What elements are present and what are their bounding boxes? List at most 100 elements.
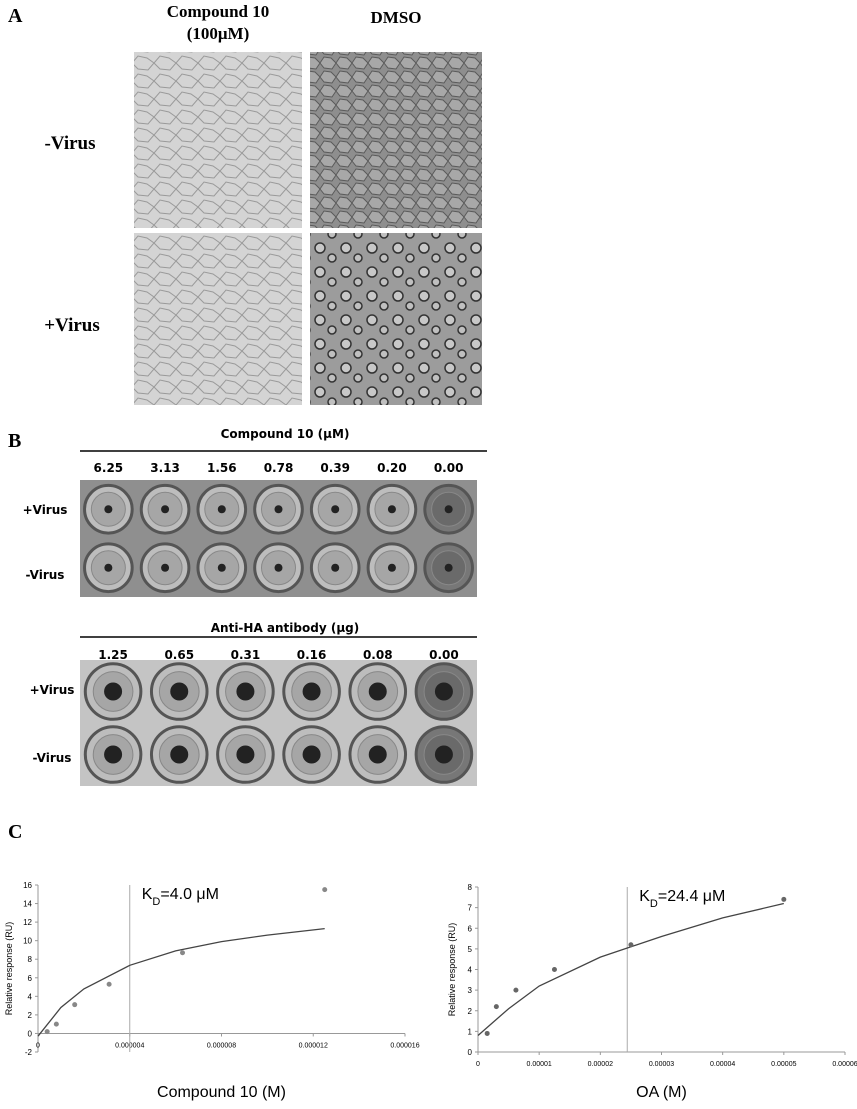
y-tick-label: 7 <box>468 904 473 913</box>
charts: -2024681012141600.0000040.0000080.000012… <box>4 881 857 1101</box>
data-point <box>106 981 112 987</box>
concentration-label: 6.25 <box>94 461 124 475</box>
well-dot <box>170 745 189 764</box>
y-axis-label: Relative response (RU) <box>4 922 14 1016</box>
concentration-label: 0.65 <box>164 648 194 662</box>
well-dot <box>161 563 170 572</box>
x-tick-label: 0.000016 <box>390 1042 419 1049</box>
y-tick-label: 4 <box>28 992 33 1001</box>
concentration-label: 0.16 <box>297 648 327 662</box>
well-dot <box>236 682 255 701</box>
annotation-part: =4.0 μM <box>160 886 219 903</box>
fit-curve <box>477 902 784 1036</box>
well-dot <box>302 682 321 701</box>
well-dot <box>217 563 226 572</box>
x-tick-label: 0 <box>476 1061 480 1068</box>
x-tick-label: 0.00003 <box>649 1061 674 1068</box>
well-dot <box>104 563 113 572</box>
concentration-label: 0.78 <box>264 461 294 475</box>
y-tick-label: 12 <box>23 918 32 927</box>
row-label: +Virus <box>23 503 68 517</box>
y-tick-label: 0 <box>468 1048 473 1057</box>
column-header: Compound 10 <box>167 2 270 21</box>
x-tick-label: 0.000012 <box>299 1042 328 1049</box>
x-tick-label: 0.000008 <box>207 1042 236 1049</box>
panel-label: B <box>8 430 21 452</box>
plate <box>80 660 477 786</box>
y-tick-label: 3 <box>468 986 473 995</box>
x-tick-label: 0.00006 <box>832 1061 857 1068</box>
y-tick-label: 8 <box>468 883 473 892</box>
x-tick-label: 0.00005 <box>771 1061 796 1068</box>
annotation-part: K <box>639 888 650 905</box>
concentration-label: 0.20 <box>377 461 407 475</box>
concentration-label: 1.25 <box>98 648 128 662</box>
x-axis-label: OA (M) <box>636 1084 687 1101</box>
y-tick-label: 2 <box>468 1007 473 1016</box>
annotation-part: D <box>650 898 658 910</box>
data-point <box>53 1021 59 1027</box>
y-axis-label: Relative response (RU) <box>447 923 457 1017</box>
plate-title: Compound 10 (μM) <box>221 427 350 441</box>
data-point <box>781 896 787 902</box>
data-point <box>628 942 634 948</box>
y-tick-label: 6 <box>468 924 473 933</box>
concentration-label: 0.00 <box>429 648 459 662</box>
column-header: DMSO <box>371 8 422 27</box>
plate-title: Anti-HA antibody (μg) <box>211 621 359 635</box>
row-label: -Virus <box>33 751 72 765</box>
panel-label: A <box>8 5 23 27</box>
well-dot <box>331 505 340 514</box>
well-dot <box>302 745 321 764</box>
concentration-label: 0.39 <box>320 461 350 475</box>
y-tick-label: 1 <box>468 1027 473 1036</box>
micrograph <box>310 52 482 228</box>
well-dot <box>331 563 340 572</box>
y-tick-label: 14 <box>23 900 32 909</box>
well-dot <box>387 505 396 514</box>
well-dot <box>368 682 387 701</box>
y-tick-label: 6 <box>28 974 33 983</box>
well-dot <box>444 563 453 572</box>
y-tick-label: -2 <box>25 1048 33 1057</box>
data-point <box>513 987 519 993</box>
well-dot <box>274 563 283 572</box>
row-label: +Virus <box>44 315 100 336</box>
annotation-part: =24.4 μM <box>658 888 725 905</box>
well-dot <box>387 563 396 572</box>
well-dot <box>434 682 453 701</box>
x-tick-label: 0 <box>36 1042 40 1049</box>
concentration-label: 0.08 <box>363 648 393 662</box>
x-tick-label: 0.00004 <box>710 1061 735 1068</box>
data-point <box>44 1029 50 1035</box>
x-tick-label: 0.00001 <box>527 1061 552 1068</box>
y-tick-label: 4 <box>468 966 473 975</box>
row-label: -Virus <box>26 568 65 582</box>
well-dot <box>444 505 453 514</box>
x-tick-label: 0.00002 <box>588 1061 613 1068</box>
annotation-part: D <box>152 896 160 908</box>
well-dot <box>236 745 255 764</box>
data-point <box>322 887 328 893</box>
y-tick-label: 16 <box>23 881 32 890</box>
data-point <box>493 1004 499 1010</box>
row-label: +Virus <box>30 683 75 697</box>
data-point <box>551 967 557 972</box>
data-point <box>72 1002 78 1008</box>
annotation: KD=24.4 μM <box>639 888 725 910</box>
annotation: KD=4.0 μM <box>142 886 219 908</box>
y-tick-label: 8 <box>28 955 33 964</box>
micrograph <box>134 52 302 228</box>
well-dot <box>217 505 226 514</box>
well-dot <box>104 682 123 701</box>
data-point <box>484 1030 490 1036</box>
well-dot <box>161 505 170 514</box>
y-tick-label: 0 <box>28 1029 33 1038</box>
concentration-label: 3.13 <box>150 461 180 475</box>
well-dot <box>104 745 123 764</box>
annotation-part: K <box>142 886 153 903</box>
concentration-label: 0.00 <box>434 461 464 475</box>
well-dot <box>274 505 283 514</box>
well-dot <box>104 505 113 514</box>
